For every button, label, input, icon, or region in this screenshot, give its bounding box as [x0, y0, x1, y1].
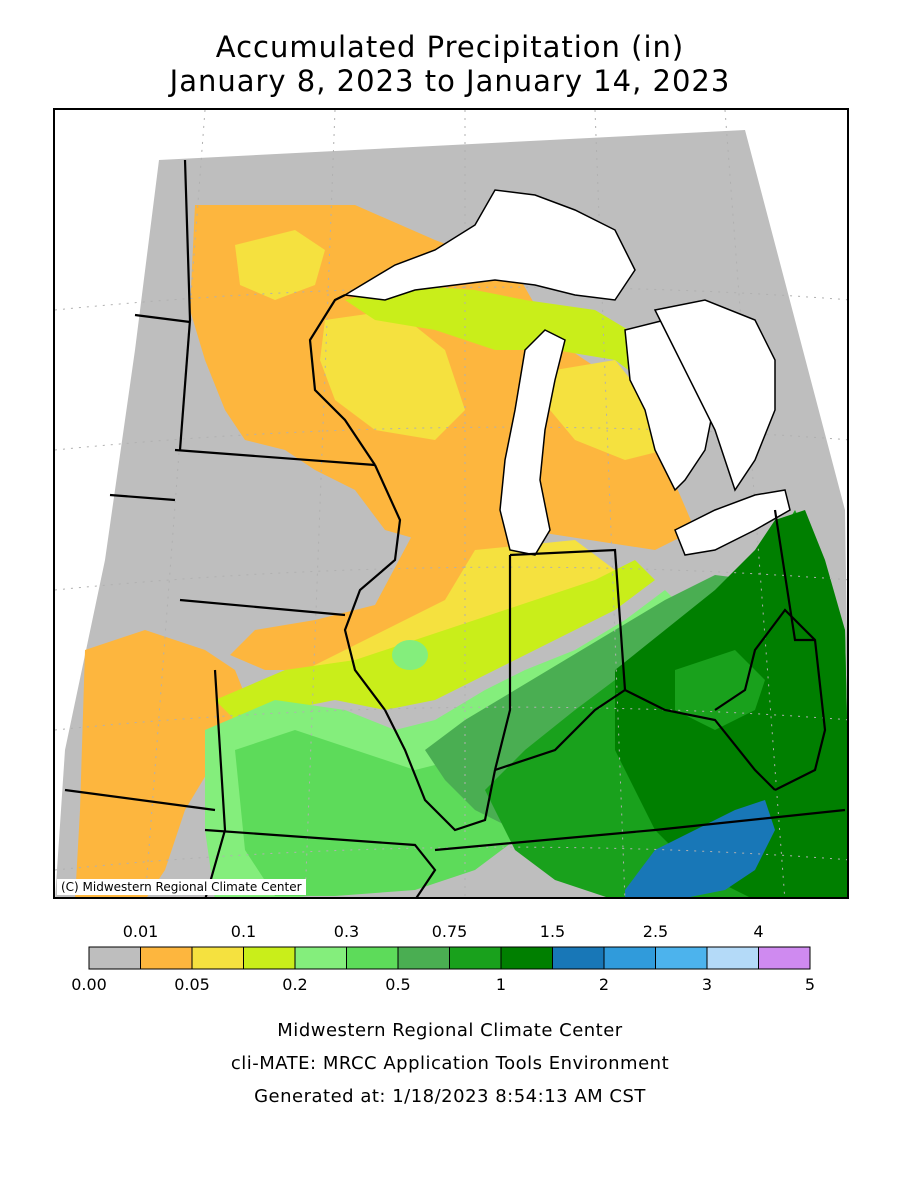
legend-upper-label: 0.01 [122, 922, 159, 941]
legend-swatch-8 [500, 946, 553, 970]
precip-area-yellowgreen [345, 285, 655, 390]
legend-lower-label: 5 [804, 975, 816, 994]
great-lakes [342, 189, 791, 556]
border-mn-wi [178, 159, 192, 451]
border-mn-iowa [174, 448, 376, 467]
border-oh-pa [773, 509, 815, 642]
legend-lower-label: 1 [495, 975, 507, 994]
legend-swatch-0 [88, 946, 141, 970]
legend-upper-label: 1.5 [539, 922, 566, 941]
color-legend: 0.01 0.1 0.3 0.75 1.5 2.5 4 0.00 0.05 0.2 0.5 1 2 3 5 [0, 920, 900, 1000]
legend-lower-label: 0.2 [282, 975, 308, 994]
state-boundaries [64, 159, 846, 897]
footer-generated-time: Generated at: 1/18/2023 8:54:13 AM CST [254, 1086, 646, 1107]
precip-area-orange-southwest [75, 630, 255, 897]
precip-area-yellow-wisconsin [320, 310, 465, 440]
legend-lower-label: 0.00 [71, 975, 107, 994]
footer-tool-name: cli-MATE: MRCC Application Tools Environ… [230, 1053, 670, 1074]
legend-swatch-5 [346, 946, 399, 970]
legend-swatch-11 [655, 946, 708, 970]
legend-swatch-13 [758, 946, 811, 970]
precip-area-yellow-michigan [550, 360, 665, 460]
ontario-land [653, 299, 776, 492]
border-mo-il [384, 709, 497, 832]
copyright-label: (C) Midwestern Regional Climate Center [57, 879, 306, 895]
legend-swatch-10 [603, 946, 656, 970]
border-ks-ne [64, 788, 216, 812]
legend-upper-label: 0.1 [230, 922, 257, 941]
border-iowa-mo [179, 598, 346, 617]
border-ky [494, 688, 776, 791]
border-dakota-mn [134, 313, 191, 324]
legend-upper-label: 4 [753, 922, 764, 941]
legend-swatch-3 [243, 946, 296, 970]
border-mo-ar [204, 828, 437, 897]
precip-area-green-island [675, 650, 765, 730]
legend-swatch-1 [140, 946, 193, 970]
border-sd-ne [109, 493, 176, 502]
legend-swatch-2 [191, 946, 244, 970]
border-iowa-il [343, 464, 402, 711]
legend-swatch-4 [294, 946, 347, 970]
legend-bar [88, 946, 811, 970]
border-in-oh [509, 548, 627, 691]
precip-area-yellow-minnesota [235, 230, 325, 300]
precip-area-blue [625, 800, 775, 897]
border-wi-mn [308, 294, 376, 466]
precip-area-yellowgreen-south [215, 560, 655, 730]
precipitation-map: (C) Midwestern Regional Climate Center [53, 108, 849, 899]
border-tn [434, 808, 846, 852]
border-wv [714, 608, 827, 791]
lake-erie [674, 489, 791, 556]
legend-swatch-6 [397, 946, 450, 970]
legend-upper-label: 0.3 [333, 922, 360, 941]
map-title: Accumulated Precipitation (in) [215, 30, 685, 64]
legend-lower-label: 0.5 [385, 975, 411, 994]
legend-lower-label: 2 [598, 975, 610, 994]
legend-lower-label: 0.05 [174, 975, 210, 994]
lake-superior [342, 189, 636, 301]
legend-swatch-9 [552, 946, 605, 970]
legend-upper-label: 0.75 [431, 922, 468, 941]
legend-upper-label: 2.5 [642, 922, 669, 941]
legend-swatch-7 [449, 946, 502, 970]
lake-michigan [499, 329, 566, 556]
map-canvas [55, 110, 847, 897]
legend-swatch-12 [706, 946, 759, 970]
precip-area-orange-illinois [230, 525, 525, 670]
precip-spot-lightgreen [392, 640, 428, 670]
legend-lower-label: 3 [701, 975, 713, 994]
border-il-in [493, 555, 512, 771]
border-mo-ks [204, 669, 227, 897]
map-date-range: January 8, 2023 to January 14, 2023 [169, 64, 731, 98]
footer-organization: Midwestern Regional Climate Center [277, 1020, 623, 1041]
